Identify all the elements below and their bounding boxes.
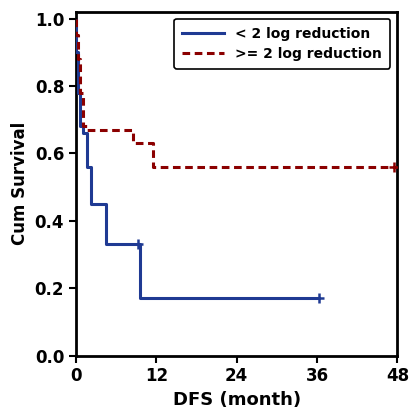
- Legend: < 2 log reduction, >= 2 log reduction: < 2 log reduction, >= 2 log reduction: [174, 19, 390, 69]
- X-axis label: DFS (month): DFS (month): [173, 391, 301, 409]
- Y-axis label: Cum Survival: Cum Survival: [11, 122, 29, 245]
